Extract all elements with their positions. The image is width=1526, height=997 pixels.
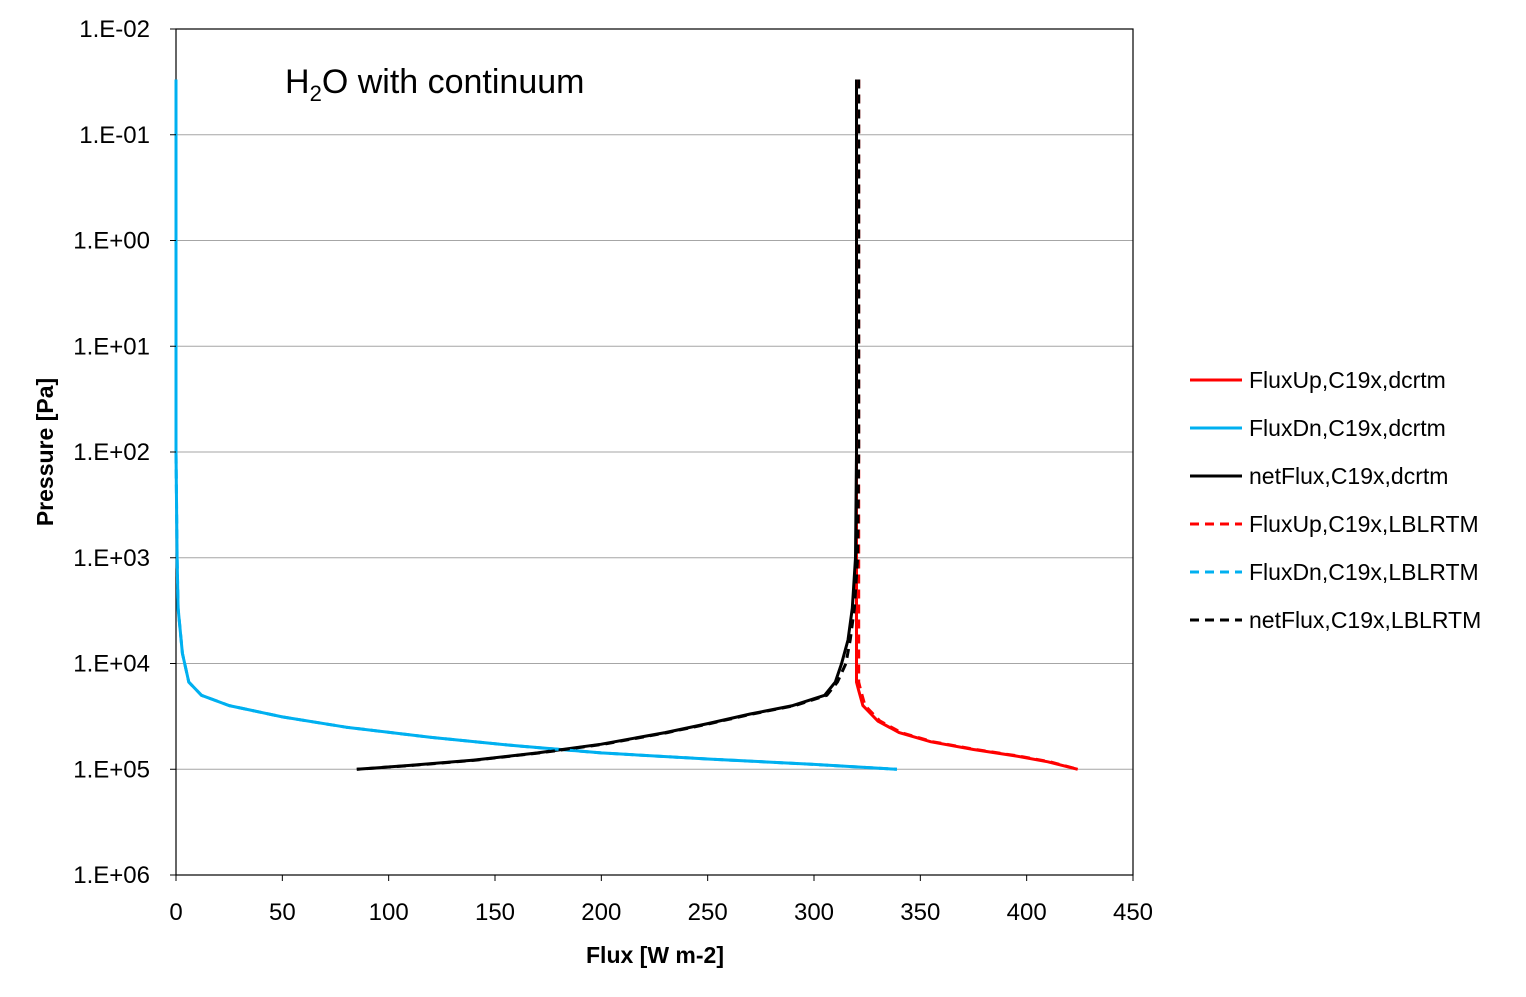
x-tick-label: 400: [1007, 899, 1047, 926]
x-tick-label: 350: [900, 899, 940, 926]
x-tick-label: 450: [1113, 899, 1153, 926]
y-tick-label: 1.E+01: [73, 333, 150, 360]
x-tick-label: 200: [581, 899, 621, 926]
y-tick-labels: 1.E-02 1.E-01 1.E+00 1.E+01 1.E+02 1.E+03 1.E+…: [73, 16, 176, 889]
series-line-3: [356, 79, 858, 771]
y-tick-label: 1.E+06: [73, 862, 150, 889]
annotation-subscript: 2: [310, 81, 322, 106]
y-tick-label: 1.E-01: [79, 122, 150, 149]
gridlines: [176, 134, 1133, 770]
y-tick-label: 1.E+02: [73, 439, 150, 466]
legend-label: FluxDn,C19x,LBLRTM: [1249, 559, 1479, 585]
annotation-rest: O with continuum: [322, 63, 585, 101]
y-tick-label: 1.E+03: [73, 545, 150, 572]
series-line-5: [174, 79, 897, 771]
x-tick-labels: 0 50 100 150 200 250 300 350 400 450: [169, 875, 1153, 926]
chart-annotation: H2O with continuum: [285, 63, 584, 106]
legend-label: FluxUp,C19x,dcrtm: [1249, 367, 1446, 393]
series-lines: [174, 79, 1079, 771]
y-tick-label: 1.E+05: [73, 756, 150, 783]
y-tick-label: 1.E+04: [73, 651, 150, 678]
legend: FluxUp,C19x,dcrtm FluxDn,C19x,dcrtm netFlu…: [1190, 367, 1481, 633]
series-line-1: [855, 79, 1079, 771]
y-tick-label: 1.E-02: [79, 16, 150, 43]
x-axis-title: Flux [W m-2]: [586, 942, 724, 968]
x-tick-label: 300: [794, 899, 834, 926]
y-tick-label: 1.E+00: [73, 228, 150, 255]
legend-label: netFlux,C19x,LBLRTM: [1249, 607, 1481, 633]
series-line-6: [356, 79, 861, 771]
x-tick-label: 250: [688, 899, 728, 926]
annotation-base: H: [285, 63, 310, 101]
x-tick-label: 150: [475, 899, 515, 926]
legend-label: netFlux,C19x,dcrtm: [1249, 463, 1448, 489]
x-tick-label: 0: [169, 899, 182, 926]
legend-label: FluxUp,C19x,LBLRTM: [1249, 511, 1479, 537]
series-line-4: [857, 79, 1079, 771]
x-tick-label: 50: [269, 899, 296, 926]
legend-label: FluxDn,C19x,dcrtm: [1249, 415, 1446, 441]
x-tick-label: 100: [369, 899, 409, 926]
series-line-2: [174, 79, 897, 771]
y-axis-title: Pressure [Pa]: [32, 378, 58, 526]
